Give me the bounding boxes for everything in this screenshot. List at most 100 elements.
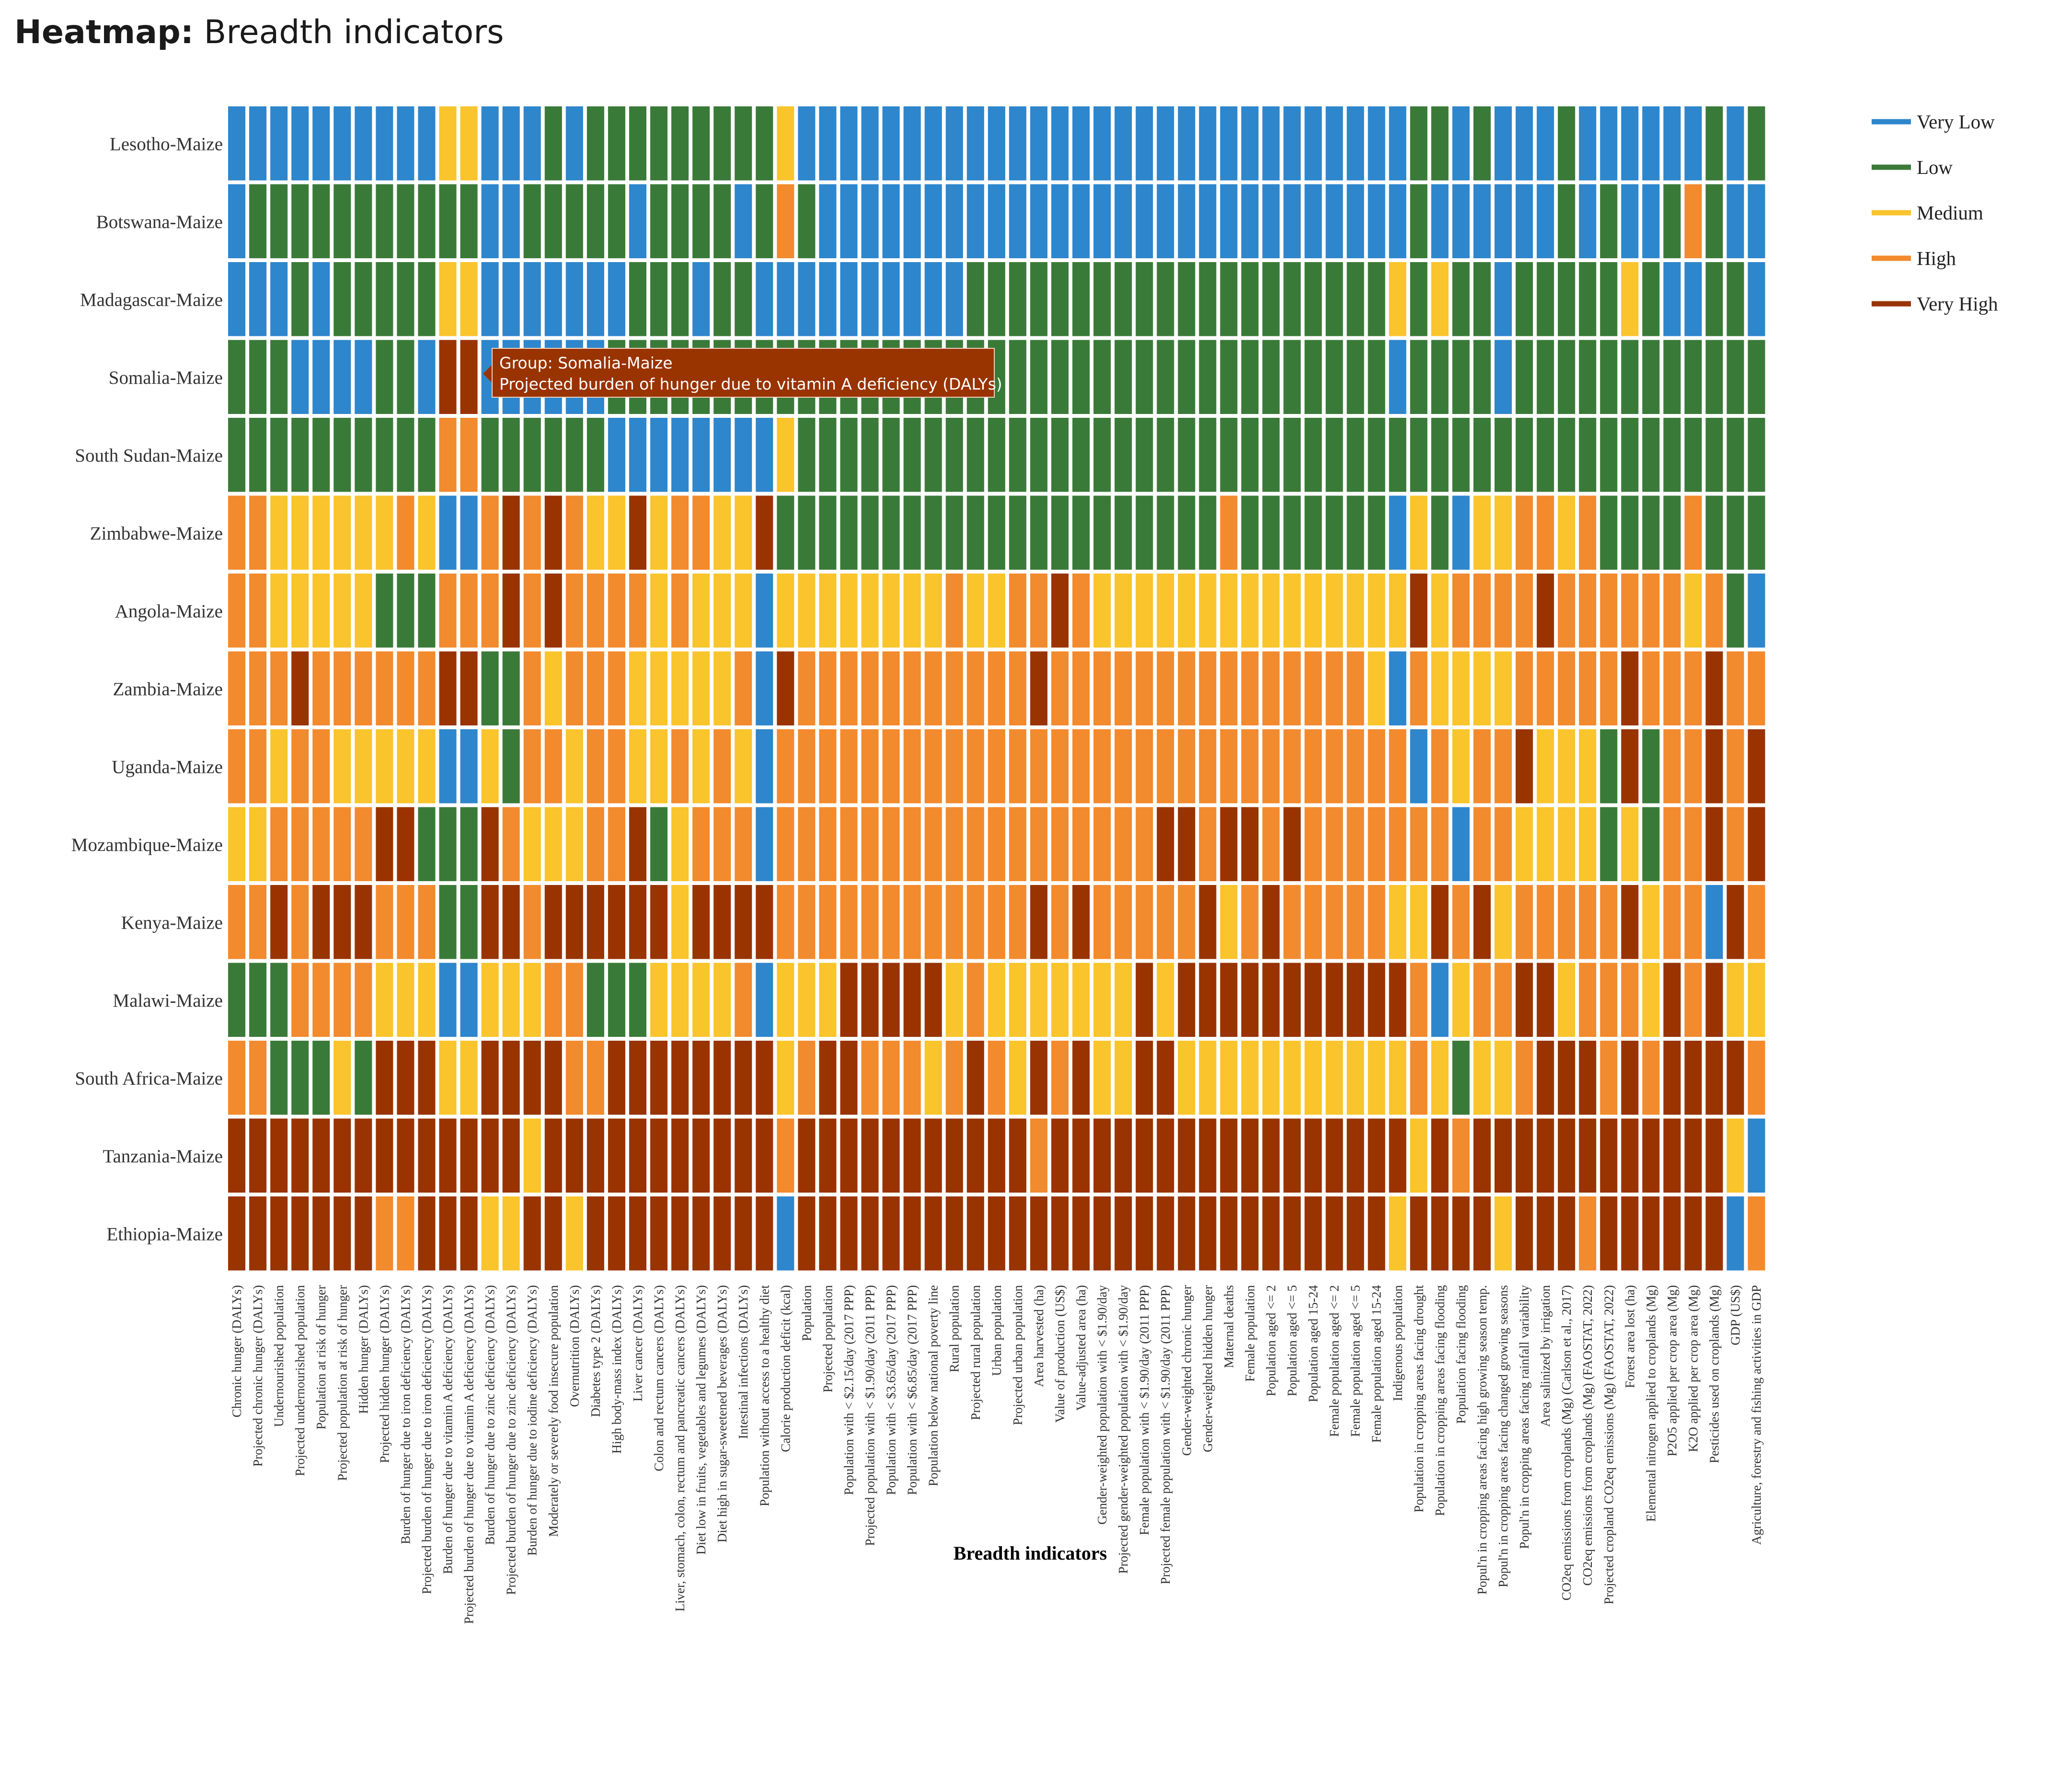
- heatmap-cell[interactable]: [355, 574, 372, 648]
- heatmap-cell[interactable]: [1199, 262, 1217, 336]
- heatmap-cell[interactable]: [523, 963, 541, 1037]
- heatmap-cell[interactable]: [1452, 184, 1470, 259]
- heatmap-cell[interactable]: [1220, 963, 1238, 1037]
- heatmap-cell[interactable]: [1537, 963, 1554, 1037]
- heatmap-cell[interactable]: [945, 495, 963, 570]
- heatmap-cell[interactable]: [629, 262, 646, 336]
- heatmap-cell[interactable]: [650, 418, 668, 492]
- heatmap-cell[interactable]: [1346, 1041, 1364, 1115]
- heatmap-cell[interactable]: [1030, 885, 1047, 959]
- heatmap-cell[interactable]: [1473, 1118, 1491, 1193]
- heatmap-cell[interactable]: [481, 807, 499, 882]
- heatmap-cell[interactable]: [882, 963, 900, 1037]
- heatmap-cell[interactable]: [1495, 729, 1512, 804]
- heatmap-cell[interactable]: [502, 885, 520, 959]
- heatmap-cell[interactable]: [1283, 1118, 1301, 1193]
- heatmap-cell[interactable]: [376, 1118, 393, 1193]
- heatmap-cell[interactable]: [903, 1041, 921, 1115]
- heatmap-cell[interactable]: [924, 262, 942, 336]
- heatmap-cell[interactable]: [735, 963, 752, 1037]
- heatmap-cell[interactable]: [650, 1041, 668, 1115]
- heatmap-cell[interactable]: [565, 262, 583, 336]
- heatmap-cell[interactable]: [608, 184, 625, 259]
- heatmap-cell[interactable]: [397, 262, 414, 336]
- heatmap-cell[interactable]: [1157, 184, 1174, 259]
- heatmap-cell[interactable]: [861, 184, 879, 259]
- heatmap-cell[interactable]: [1579, 651, 1597, 726]
- heatmap-cell[interactable]: [1621, 340, 1639, 414]
- heatmap-cell[interactable]: [1452, 807, 1470, 882]
- heatmap-cell[interactable]: [334, 106, 351, 181]
- heatmap-cell[interactable]: [228, 418, 246, 492]
- heatmap-cell[interactable]: [334, 340, 351, 414]
- heatmap-cell[interactable]: [481, 495, 499, 570]
- heatmap-cell[interactable]: [270, 418, 288, 492]
- heatmap-cell[interactable]: [819, 1118, 837, 1193]
- heatmap-cell[interactable]: [1346, 418, 1364, 492]
- heatmap-cell[interactable]: [312, 340, 330, 414]
- heatmap-cell[interactable]: [966, 1118, 984, 1193]
- heatmap-cell[interactable]: [1136, 963, 1153, 1037]
- heatmap-cell[interactable]: [1516, 340, 1533, 414]
- heatmap-cell[interactable]: [713, 729, 731, 804]
- heatmap-cell[interactable]: [1516, 574, 1533, 648]
- heatmap-cell[interactable]: [481, 184, 499, 259]
- heatmap-cell[interactable]: [1346, 651, 1364, 726]
- heatmap-cell[interactable]: [1579, 963, 1597, 1037]
- heatmap-cell[interactable]: [1663, 963, 1681, 1037]
- heatmap-cell[interactable]: [966, 885, 984, 959]
- heatmap-cell[interactable]: [1600, 418, 1618, 492]
- heatmap-cell[interactable]: [228, 963, 246, 1037]
- heatmap-cell[interactable]: [1093, 807, 1111, 882]
- heatmap-cell[interactable]: [1431, 262, 1449, 336]
- heatmap-cell[interactable]: [798, 651, 816, 726]
- heatmap-cell[interactable]: [713, 495, 731, 570]
- heatmap-cell[interactable]: [1115, 340, 1132, 414]
- heatmap-cell[interactable]: [376, 418, 393, 492]
- heatmap-cell[interactable]: [587, 574, 604, 648]
- heatmap-cell[interactable]: [1093, 1118, 1111, 1193]
- heatmap-cell[interactable]: [291, 418, 309, 492]
- heatmap-cell[interactable]: [1410, 340, 1427, 414]
- heatmap-cell[interactable]: [1178, 1196, 1196, 1271]
- heatmap-cell[interactable]: [1072, 418, 1090, 492]
- heatmap-cell[interactable]: [1726, 340, 1744, 414]
- heatmap-cell[interactable]: [1220, 885, 1238, 959]
- heatmap-cell[interactable]: [1410, 1196, 1427, 1271]
- heatmap-cell[interactable]: [376, 885, 393, 959]
- heatmap-cell[interactable]: [523, 418, 541, 492]
- heatmap-cell[interactable]: [1684, 106, 1702, 181]
- heatmap-cell[interactable]: [671, 807, 689, 882]
- heatmap-cell[interactable]: [1600, 262, 1618, 336]
- heatmap-cell[interactable]: [460, 1118, 478, 1193]
- heatmap-cell[interactable]: [629, 574, 646, 648]
- heatmap-cell[interactable]: [544, 807, 562, 882]
- heatmap-cell[interactable]: [1346, 963, 1364, 1037]
- heatmap-cell[interactable]: [312, 418, 330, 492]
- heatmap-cell[interactable]: [1072, 651, 1090, 726]
- heatmap-cell[interactable]: [439, 729, 457, 804]
- heatmap-cell[interactable]: [587, 963, 604, 1037]
- heatmap-cell[interactable]: [1663, 1196, 1681, 1271]
- heatmap-cell[interactable]: [903, 495, 921, 570]
- heatmap-cell[interactable]: [1136, 1196, 1153, 1271]
- heatmap-cell[interactable]: [481, 106, 499, 181]
- heatmap-cell[interactable]: [1473, 106, 1491, 181]
- heatmap-cell[interactable]: [1009, 1196, 1026, 1271]
- heatmap-cell[interactable]: [1473, 574, 1491, 648]
- heatmap-cell[interactable]: [355, 963, 372, 1037]
- heatmap-cell[interactable]: [1178, 184, 1196, 259]
- heatmap-cell[interactable]: [291, 1196, 309, 1271]
- heatmap-cell[interactable]: [1220, 1196, 1238, 1271]
- heatmap-cell[interactable]: [291, 885, 309, 959]
- heatmap-cell[interactable]: [1051, 574, 1069, 648]
- heatmap-cell[interactable]: [270, 340, 288, 414]
- heatmap-cell[interactable]: [1030, 963, 1047, 1037]
- heatmap-cell[interactable]: [481, 1118, 499, 1193]
- heatmap-cell[interactable]: [1579, 106, 1597, 181]
- heatmap-cell[interactable]: [1537, 340, 1554, 414]
- heatmap-cell[interactable]: [1241, 418, 1259, 492]
- heatmap-cell[interactable]: [312, 1196, 330, 1271]
- heatmap-cell[interactable]: [1452, 651, 1470, 726]
- heatmap-cell[interactable]: [966, 651, 984, 726]
